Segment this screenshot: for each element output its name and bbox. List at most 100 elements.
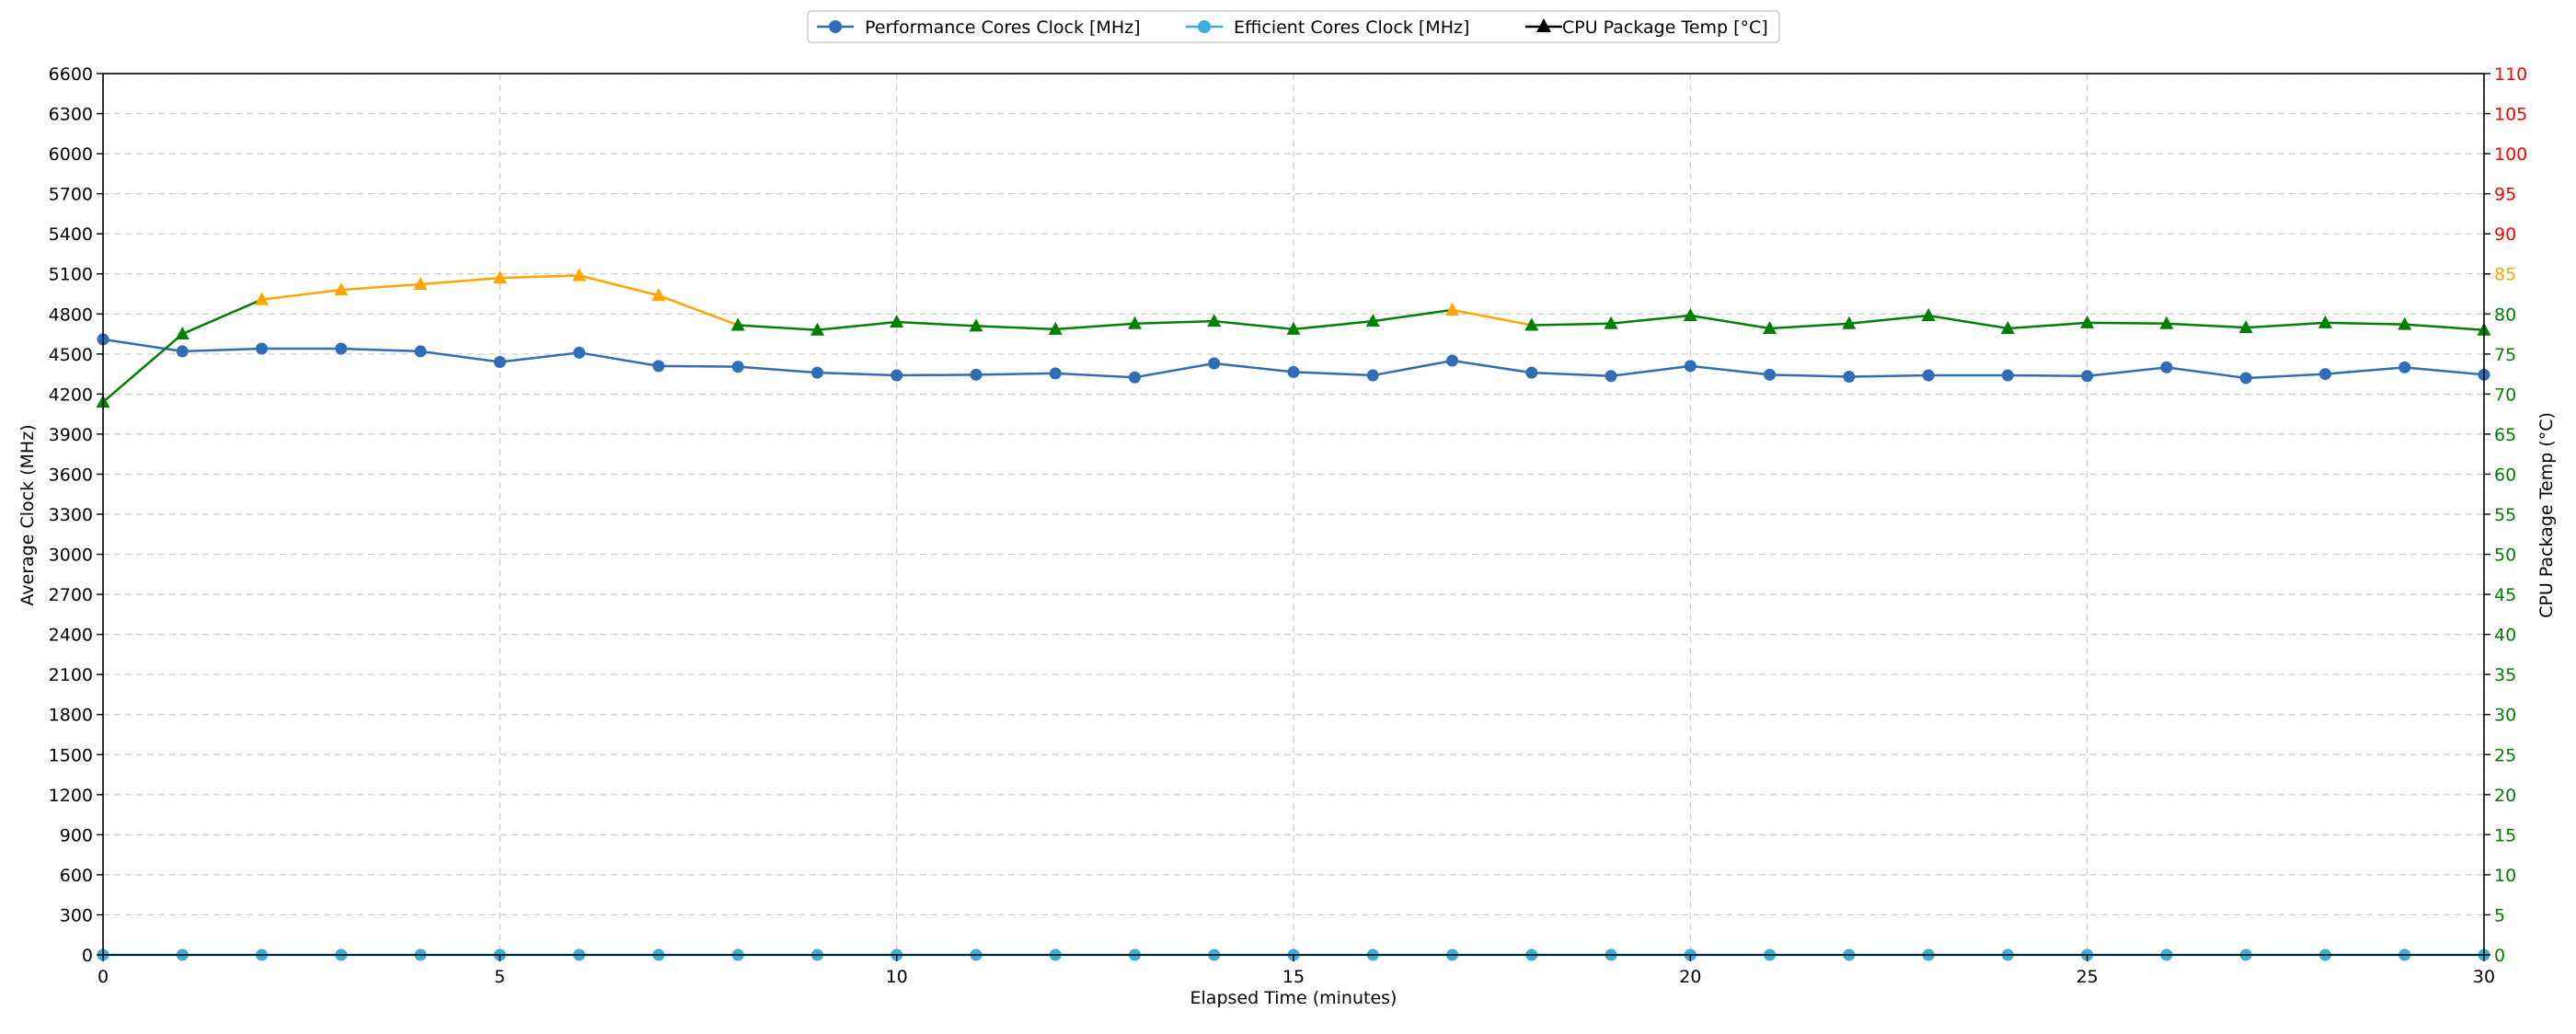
x-tick-label: 30	[2473, 967, 2495, 987]
data-point	[1921, 308, 1936, 322]
data-point	[731, 361, 744, 373]
series-segment	[817, 320, 897, 331]
series-layer	[96, 268, 2491, 961]
y2-tick-label: 0	[2494, 946, 2505, 966]
series-performance	[97, 333, 2490, 385]
series-segment	[1134, 319, 1214, 325]
series-segment	[1373, 308, 1453, 323]
y2-tick-label: 85	[2494, 265, 2516, 285]
data-point	[572, 268, 587, 281]
legend-marker-efficient	[1198, 20, 1211, 33]
y-tick-label: 5100	[49, 265, 93, 285]
data-point	[493, 356, 506, 369]
y-tick-label: 2700	[49, 585, 93, 605]
series-segment	[1452, 308, 1533, 327]
data-point	[1445, 302, 1460, 316]
y-tick-label: 3600	[49, 465, 93, 485]
x-tick-label: 25	[2076, 967, 2099, 987]
data-point	[2081, 370, 2094, 383]
y2-tick-label: 100	[2494, 144, 2527, 165]
data-point	[176, 345, 189, 358]
legend-label-efficient: Efficient Cores Clock [MHz]	[1234, 17, 1469, 38]
x-axis-label: Elapsed Time (minutes)	[1190, 988, 1397, 1008]
y2-tick-label: 105	[2494, 105, 2527, 125]
y2-tick-label: 110	[2494, 64, 2527, 85]
legend-item-performance: Performance Cores Clock [MHz]	[817, 17, 1141, 38]
data-point	[1048, 321, 1063, 335]
data-point	[256, 342, 269, 355]
y-tick-label: 6600	[49, 64, 93, 85]
series-segment	[1690, 314, 1770, 330]
data-point	[969, 318, 983, 332]
y2-tick-label: 40	[2494, 626, 2516, 646]
y-axis-label: Average Clock (MHz)	[17, 424, 38, 605]
y2-tick-label: 10	[2494, 866, 2516, 886]
y2-tick-label: 95	[2494, 185, 2516, 205]
data-point	[652, 360, 665, 373]
y-tick-label: 0	[82, 946, 93, 966]
data-point	[970, 368, 983, 381]
data-point	[2080, 315, 2095, 328]
data-point	[890, 314, 904, 327]
legend-frame	[807, 10, 1780, 43]
series-segment	[181, 298, 263, 336]
y-tick-label: 2100	[49, 665, 93, 685]
y-tick-label: 300	[60, 905, 93, 925]
y-tick-label: 1800	[49, 706, 93, 726]
grid-layer	[102, 73, 2485, 956]
series-segment	[2087, 321, 2167, 325]
data-point	[2159, 316, 2174, 329]
series-segment	[340, 282, 421, 292]
data-point	[1524, 317, 1539, 331]
y2-tick-label: 60	[2494, 465, 2516, 485]
series-segment	[1293, 319, 1374, 331]
y-tick-label: 4800	[49, 304, 93, 325]
series-segment	[1610, 314, 1691, 325]
legend: Performance Cores Clock [MHz] Efficient …	[807, 10, 1780, 43]
x-tick-label: 5	[494, 967, 505, 987]
data-point	[810, 322, 824, 336]
y2-tick-label: 70	[2494, 385, 2516, 405]
series-segment	[2166, 322, 2247, 329]
data-point	[2238, 320, 2253, 334]
series-segment	[1927, 314, 2008, 330]
y-tick-label: 2400	[49, 626, 93, 646]
data-point	[255, 292, 270, 305]
data-point	[1207, 314, 1222, 327]
y2-tick-label: 5	[2494, 905, 2505, 925]
series-segment	[1213, 319, 1294, 331]
data-point	[1843, 370, 1856, 383]
data-point	[1208, 357, 1221, 370]
y2-tick-label: 15	[2494, 825, 2516, 845]
data-point	[2239, 372, 2252, 385]
y2-tick-label: 20	[2494, 786, 2516, 806]
y2-tick-label: 45	[2494, 585, 2516, 605]
data-point	[811, 366, 823, 379]
data-point	[414, 345, 427, 358]
data-point	[2398, 316, 2412, 330]
series-segment	[2246, 321, 2326, 329]
data-point	[891, 369, 903, 382]
data-point	[1287, 365, 1300, 378]
y2-tick-label: 80	[2494, 304, 2516, 325]
y-tick-label: 1500	[49, 745, 93, 765]
data-point	[334, 282, 349, 296]
data-point	[1763, 320, 1777, 334]
series-segment	[896, 320, 976, 327]
series-segment	[2007, 321, 2087, 330]
y2-axis-label: CPU Package Temp (°C)	[2536, 412, 2557, 618]
data-point	[1128, 371, 1141, 384]
y2-tick-label: 30	[2494, 706, 2516, 726]
x-tick-label: 20	[1679, 967, 1701, 987]
y2-tick-label: 50	[2494, 546, 2516, 566]
y-tick-label: 3300	[49, 505, 93, 525]
series-segment	[975, 325, 1056, 331]
data-point	[1365, 314, 1380, 327]
y-tick-label: 4200	[49, 385, 93, 405]
data-point	[413, 277, 428, 291]
legend-marker-temp	[1536, 18, 1551, 32]
y-tick-label: 3000	[49, 546, 93, 566]
y-tick-label: 6300	[49, 105, 93, 125]
